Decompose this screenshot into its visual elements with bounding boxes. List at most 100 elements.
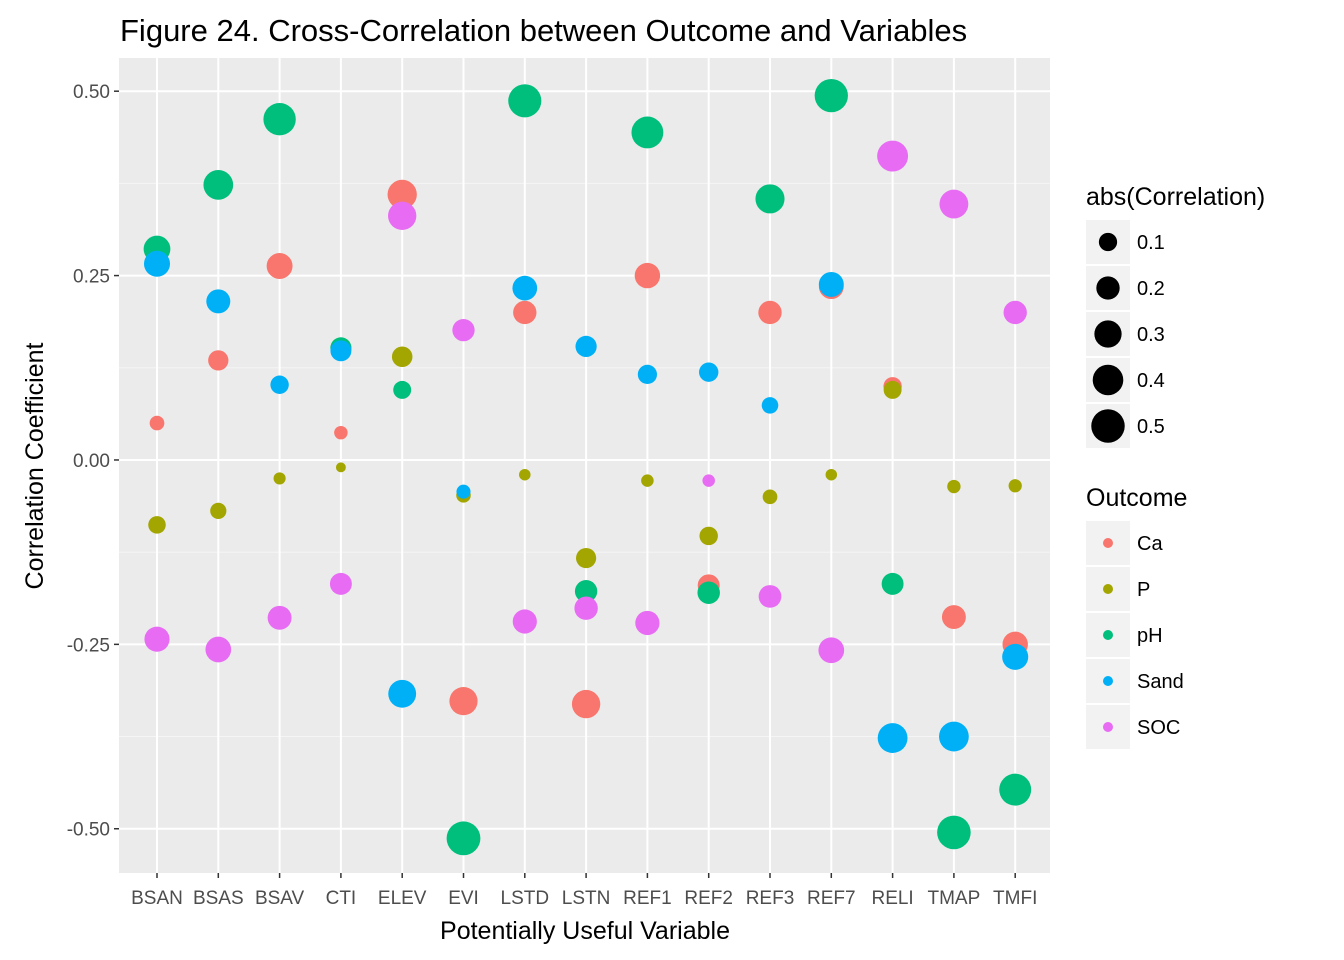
y-tick-label: -0.50 — [67, 820, 110, 841]
size-legend: abs(Correlation) 0.1 0.2 0.3 0.4 0.5 — [1086, 183, 1265, 448]
point-ph — [881, 572, 904, 595]
x-tick-label: REF7 — [807, 888, 856, 909]
point-p — [947, 479, 961, 494]
x-tick-label: LSTN — [562, 888, 611, 909]
x-tick-label: ELEV — [378, 888, 427, 909]
point-sand — [206, 289, 231, 314]
color-legend-symbol — [1103, 538, 1113, 548]
point-ca — [208, 350, 229, 371]
point-ph — [697, 581, 720, 604]
point-ca — [149, 415, 165, 431]
x-tick-label: BSAS — [193, 888, 244, 909]
point-soc — [702, 474, 715, 487]
point-soc — [939, 189, 969, 219]
point-ph — [631, 116, 664, 149]
color-legend-symbol — [1103, 584, 1113, 594]
y-tick-label: 0.50 — [73, 82, 110, 103]
x-tick-label: RELI — [871, 888, 913, 909]
x-tick-label: BSAV — [255, 888, 305, 909]
point-p — [883, 380, 902, 399]
point-soc — [329, 572, 352, 595]
point-p — [210, 502, 227, 519]
point-p — [148, 516, 166, 534]
x-tick-label: REF3 — [746, 888, 795, 909]
size-legend-label: 0.1 — [1137, 232, 1165, 254]
point-ph — [508, 84, 542, 118]
point-soc — [574, 596, 598, 620]
color-legend-label: SOC — [1137, 717, 1180, 739]
point-sand — [330, 340, 352, 362]
point-sand — [818, 271, 844, 297]
point-ca — [449, 687, 478, 716]
size-legend-label: 0.3 — [1137, 324, 1165, 346]
x-axis: BSAN BSAS BSAV CTI ELEV EVI LSTD LSTN REF1 REF2 RE… — [131, 873, 1037, 909]
point-ph — [755, 184, 785, 214]
color-legend-title: Outcome — [1086, 484, 1187, 512]
size-legend-label: 0.4 — [1137, 370, 1165, 392]
point-p — [641, 474, 654, 487]
point-ph — [393, 380, 412, 399]
point-soc — [1003, 300, 1027, 325]
point-ph — [937, 815, 971, 850]
size-legend-label: 0.5 — [1137, 416, 1165, 438]
point-ca — [941, 605, 966, 630]
point-sand — [270, 375, 289, 394]
point-p — [576, 547, 597, 569]
point-p — [519, 468, 531, 481]
point-sand — [939, 721, 969, 752]
point-soc — [144, 626, 170, 652]
size-legend-symbol — [1098, 232, 1118, 252]
point-soc — [877, 140, 909, 172]
point-ca — [387, 179, 417, 210]
size-legend-symbol — [1094, 320, 1122, 348]
point-p — [273, 472, 286, 485]
color-legend-symbol — [1103, 676, 1113, 686]
y-tick-label: 0.25 — [73, 267, 110, 288]
point-p — [699, 526, 718, 546]
x-tick-label: EVI — [448, 888, 479, 909]
plot-panel — [119, 58, 1050, 873]
x-tick-label: BSAN — [131, 888, 183, 909]
point-soc — [205, 636, 232, 663]
point-soc — [388, 201, 417, 231]
color-legend-label: pH — [1137, 625, 1163, 647]
chart-title: Figure 24. Cross-Correlation between Out… — [120, 13, 967, 48]
point-sand — [761, 397, 779, 414]
point-soc — [452, 319, 475, 342]
x-tick-label: CTI — [326, 888, 357, 909]
point-ca — [634, 262, 661, 289]
x-tick-label: LSTD — [501, 888, 550, 909]
point-ph — [446, 821, 481, 856]
x-axis-title: Potentially Useful Variable — [440, 917, 730, 945]
point-soc — [267, 605, 292, 630]
point-sand — [637, 364, 658, 385]
size-legend-symbol — [1092, 364, 1124, 396]
point-p — [762, 489, 778, 505]
color-legend-symbol — [1103, 630, 1113, 640]
point-soc — [512, 609, 537, 634]
color-legend-label: Ca — [1137, 533, 1163, 555]
color-legend-label: Sand — [1137, 671, 1184, 693]
size-legend-label: 0.2 — [1137, 278, 1165, 300]
point-p — [1008, 479, 1022, 493]
color-legend: Outcome Ca PpH Sand SOC — [1086, 484, 1187, 749]
point-ca — [513, 300, 537, 325]
point-sand — [512, 275, 538, 301]
point-ca — [334, 425, 348, 440]
point-sand — [877, 723, 908, 753]
point-ph — [574, 580, 598, 603]
y-tick-label: -0.25 — [67, 635, 110, 656]
point-ca — [266, 253, 293, 279]
point-p — [335, 462, 346, 473]
x-tick-label: REF2 — [684, 888, 733, 909]
point-sand — [143, 250, 171, 277]
point-ph — [263, 103, 296, 136]
size-legend-symbol — [1096, 276, 1120, 300]
point-sand — [699, 362, 719, 382]
point-p — [825, 468, 838, 481]
point-p — [391, 346, 413, 367]
point-sand — [388, 679, 417, 708]
point-sand — [1002, 643, 1029, 670]
size-legend-title: abs(Correlation) — [1086, 183, 1265, 211]
